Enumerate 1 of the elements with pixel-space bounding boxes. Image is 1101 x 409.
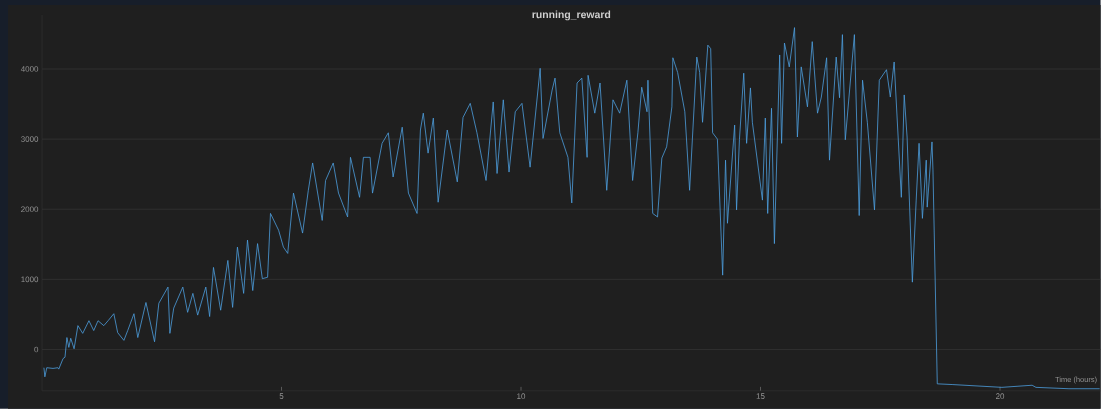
chart-title: running_reward xyxy=(532,10,611,21)
